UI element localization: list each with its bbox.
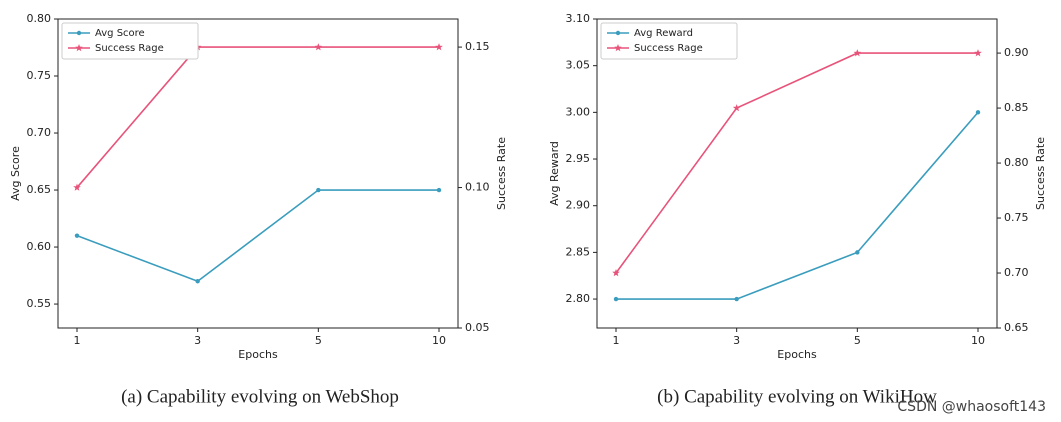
dot-marker xyxy=(195,279,200,284)
y-axis-label: Avg Reward xyxy=(548,141,561,206)
y-tick-label: 0.55 xyxy=(27,297,52,310)
dot-marker xyxy=(855,250,860,255)
legend-label: Success Rage xyxy=(95,43,164,54)
legend-label: Avg Score xyxy=(95,28,145,39)
star-marker xyxy=(73,183,81,191)
legend-label: Success Rage xyxy=(634,43,703,54)
y-tick-label: 0.70 xyxy=(27,126,52,139)
star-marker xyxy=(853,49,862,57)
series-line xyxy=(615,52,978,274)
y2-tick-label: 0.05 xyxy=(465,321,490,334)
x-tick-label: 10 xyxy=(432,334,446,347)
legend-marker xyxy=(614,44,622,52)
dot-marker xyxy=(613,296,619,302)
y2-tick-label: 0.65 xyxy=(1004,321,1029,334)
x-tick-label: 5 xyxy=(854,334,861,347)
dot-marker xyxy=(74,233,80,238)
x-tick-label: 3 xyxy=(194,334,201,347)
x-axis-label: Epochs xyxy=(777,348,817,361)
caption: (a) Capability evolving on WebShop xyxy=(121,386,399,407)
y-tick-label: 2.90 xyxy=(566,199,591,212)
legend-box xyxy=(600,22,738,60)
y2-tick-label: 0.85 xyxy=(1004,101,1029,114)
plot-frame xyxy=(57,18,459,329)
y-tick-label: 3.05 xyxy=(566,59,591,72)
y-tick-label: 0.80 xyxy=(27,12,52,25)
y2-tick-label: 0.10 xyxy=(465,181,490,194)
series-line xyxy=(76,189,439,283)
y2-tick-label: 0.15 xyxy=(465,40,490,53)
star-marker xyxy=(435,43,443,51)
legend-marker xyxy=(75,44,83,52)
dot-marker xyxy=(436,187,442,193)
star-marker xyxy=(974,49,982,57)
series-line xyxy=(616,111,979,300)
y-tick-label: 0.60 xyxy=(27,240,52,253)
plot-frame xyxy=(596,18,998,329)
watermark: CSDN @whaosoft143 xyxy=(897,399,1046,415)
x-tick-label: 10 xyxy=(971,334,985,347)
y-axis-label: Avg Score xyxy=(9,146,22,201)
legend-label: Avg Reward xyxy=(634,28,693,39)
y2-tick-label: 0.70 xyxy=(1004,266,1029,279)
legend-box xyxy=(61,22,199,60)
y-tick-label: 3.00 xyxy=(566,105,591,118)
y-tick-label: 2.80 xyxy=(566,292,591,305)
dot-marker xyxy=(734,296,739,302)
y2-tick-label: 0.80 xyxy=(1004,156,1029,169)
y2-tick-label: 0.90 xyxy=(1004,46,1029,59)
x-tick-label: 1 xyxy=(74,334,81,347)
y-tick-label: 2.85 xyxy=(566,245,591,258)
star-marker xyxy=(612,269,620,277)
y2-axis-label: Success Rate xyxy=(1034,137,1047,210)
x-tick-label: 3 xyxy=(733,334,740,347)
x-axis-label: Epochs xyxy=(238,348,278,361)
dot-marker xyxy=(975,110,981,115)
star-marker xyxy=(314,43,323,51)
dot-marker xyxy=(316,187,321,193)
legend-marker xyxy=(615,30,621,36)
caption: (b) Capability evolving on WikiHow xyxy=(657,386,937,407)
y2-tick-label: 0.75 xyxy=(1004,211,1029,224)
y-tick-label: 0.75 xyxy=(27,69,52,82)
series-line xyxy=(76,46,439,189)
y-tick-label: 2.95 xyxy=(566,152,591,165)
star-marker xyxy=(732,104,741,112)
y-tick-label: 3.10 xyxy=(566,12,591,25)
x-tick-label: 1 xyxy=(613,334,620,347)
legend-marker xyxy=(76,30,82,36)
x-tick-label: 5 xyxy=(315,334,322,347)
y2-axis-label: Success Rate xyxy=(495,137,508,210)
y-tick-label: 0.65 xyxy=(27,183,52,196)
